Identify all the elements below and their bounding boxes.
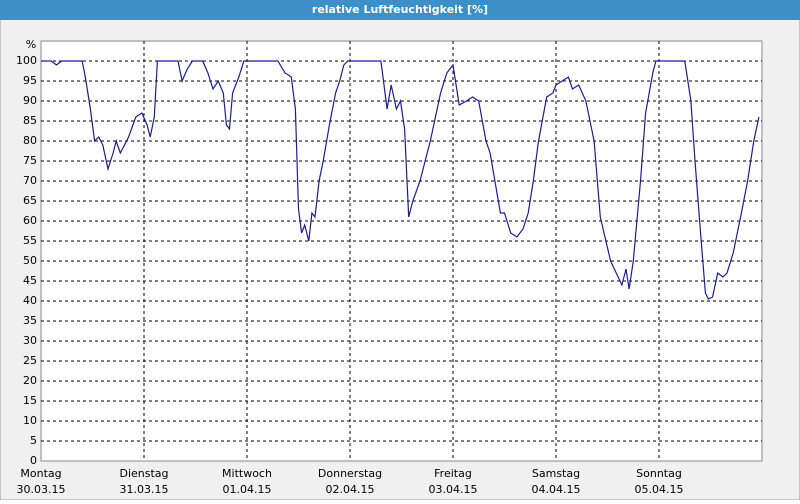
y-tick-label: 55 [23,234,37,247]
y-tick-label: 40 [23,294,37,307]
x-tick-label: Mittwoch [222,467,272,480]
y-tick-label: 30 [23,334,37,347]
x-tick-label: Sonntag [636,467,682,480]
line [41,60,760,300]
x-tick-date: 02.04.15 [326,483,375,496]
x-tick-date: 31.03.15 [120,483,169,496]
y-tick-label: 90 [23,94,37,107]
y-tick-label: 75 [23,154,37,167]
x-tick-date: 30.03.15 [17,483,66,496]
x-tick-date: 04.04.15 [532,483,581,496]
y-tick-label: 65 [23,194,37,207]
x-tick-label: Donnerstag [318,467,382,480]
x-tick-date: 05.04.15 [635,483,684,496]
y-tick-label: 25 [23,354,37,367]
x-tick-date: 01.04.15 [223,483,272,496]
y-tick-label: 15 [23,394,37,407]
y-tick-label: 85 [23,114,37,127]
x-tick-label: Dienstag [119,467,168,480]
y-tick-label: 80 [23,134,37,147]
y-tick-label: 10 [23,414,37,427]
y-tick-label: 20 [23,374,37,387]
x-tick-label: Samstag [532,467,580,480]
x-tick-label: Montag [20,467,61,480]
y-axis-label: % [26,38,36,51]
y-tick-label: 45 [23,274,37,287]
y-tick-label: 35 [23,314,37,327]
y-tick-label: 50 [23,254,37,267]
y-tick-label: 60 [23,214,37,227]
title-bar [0,0,800,20]
y-tick-label: 0 [30,454,37,467]
x-tick-date: 03.04.15 [429,483,478,496]
chart-title: relative Luftfeuchtigkeit [%] [312,3,488,16]
y-tick-label: 100 [16,54,37,67]
x-tick-label: Freitag [434,467,472,480]
y-tick-label: 5 [30,434,37,447]
y-tick-label: 95 [23,74,37,87]
y-tick-label: 70 [23,174,37,187]
